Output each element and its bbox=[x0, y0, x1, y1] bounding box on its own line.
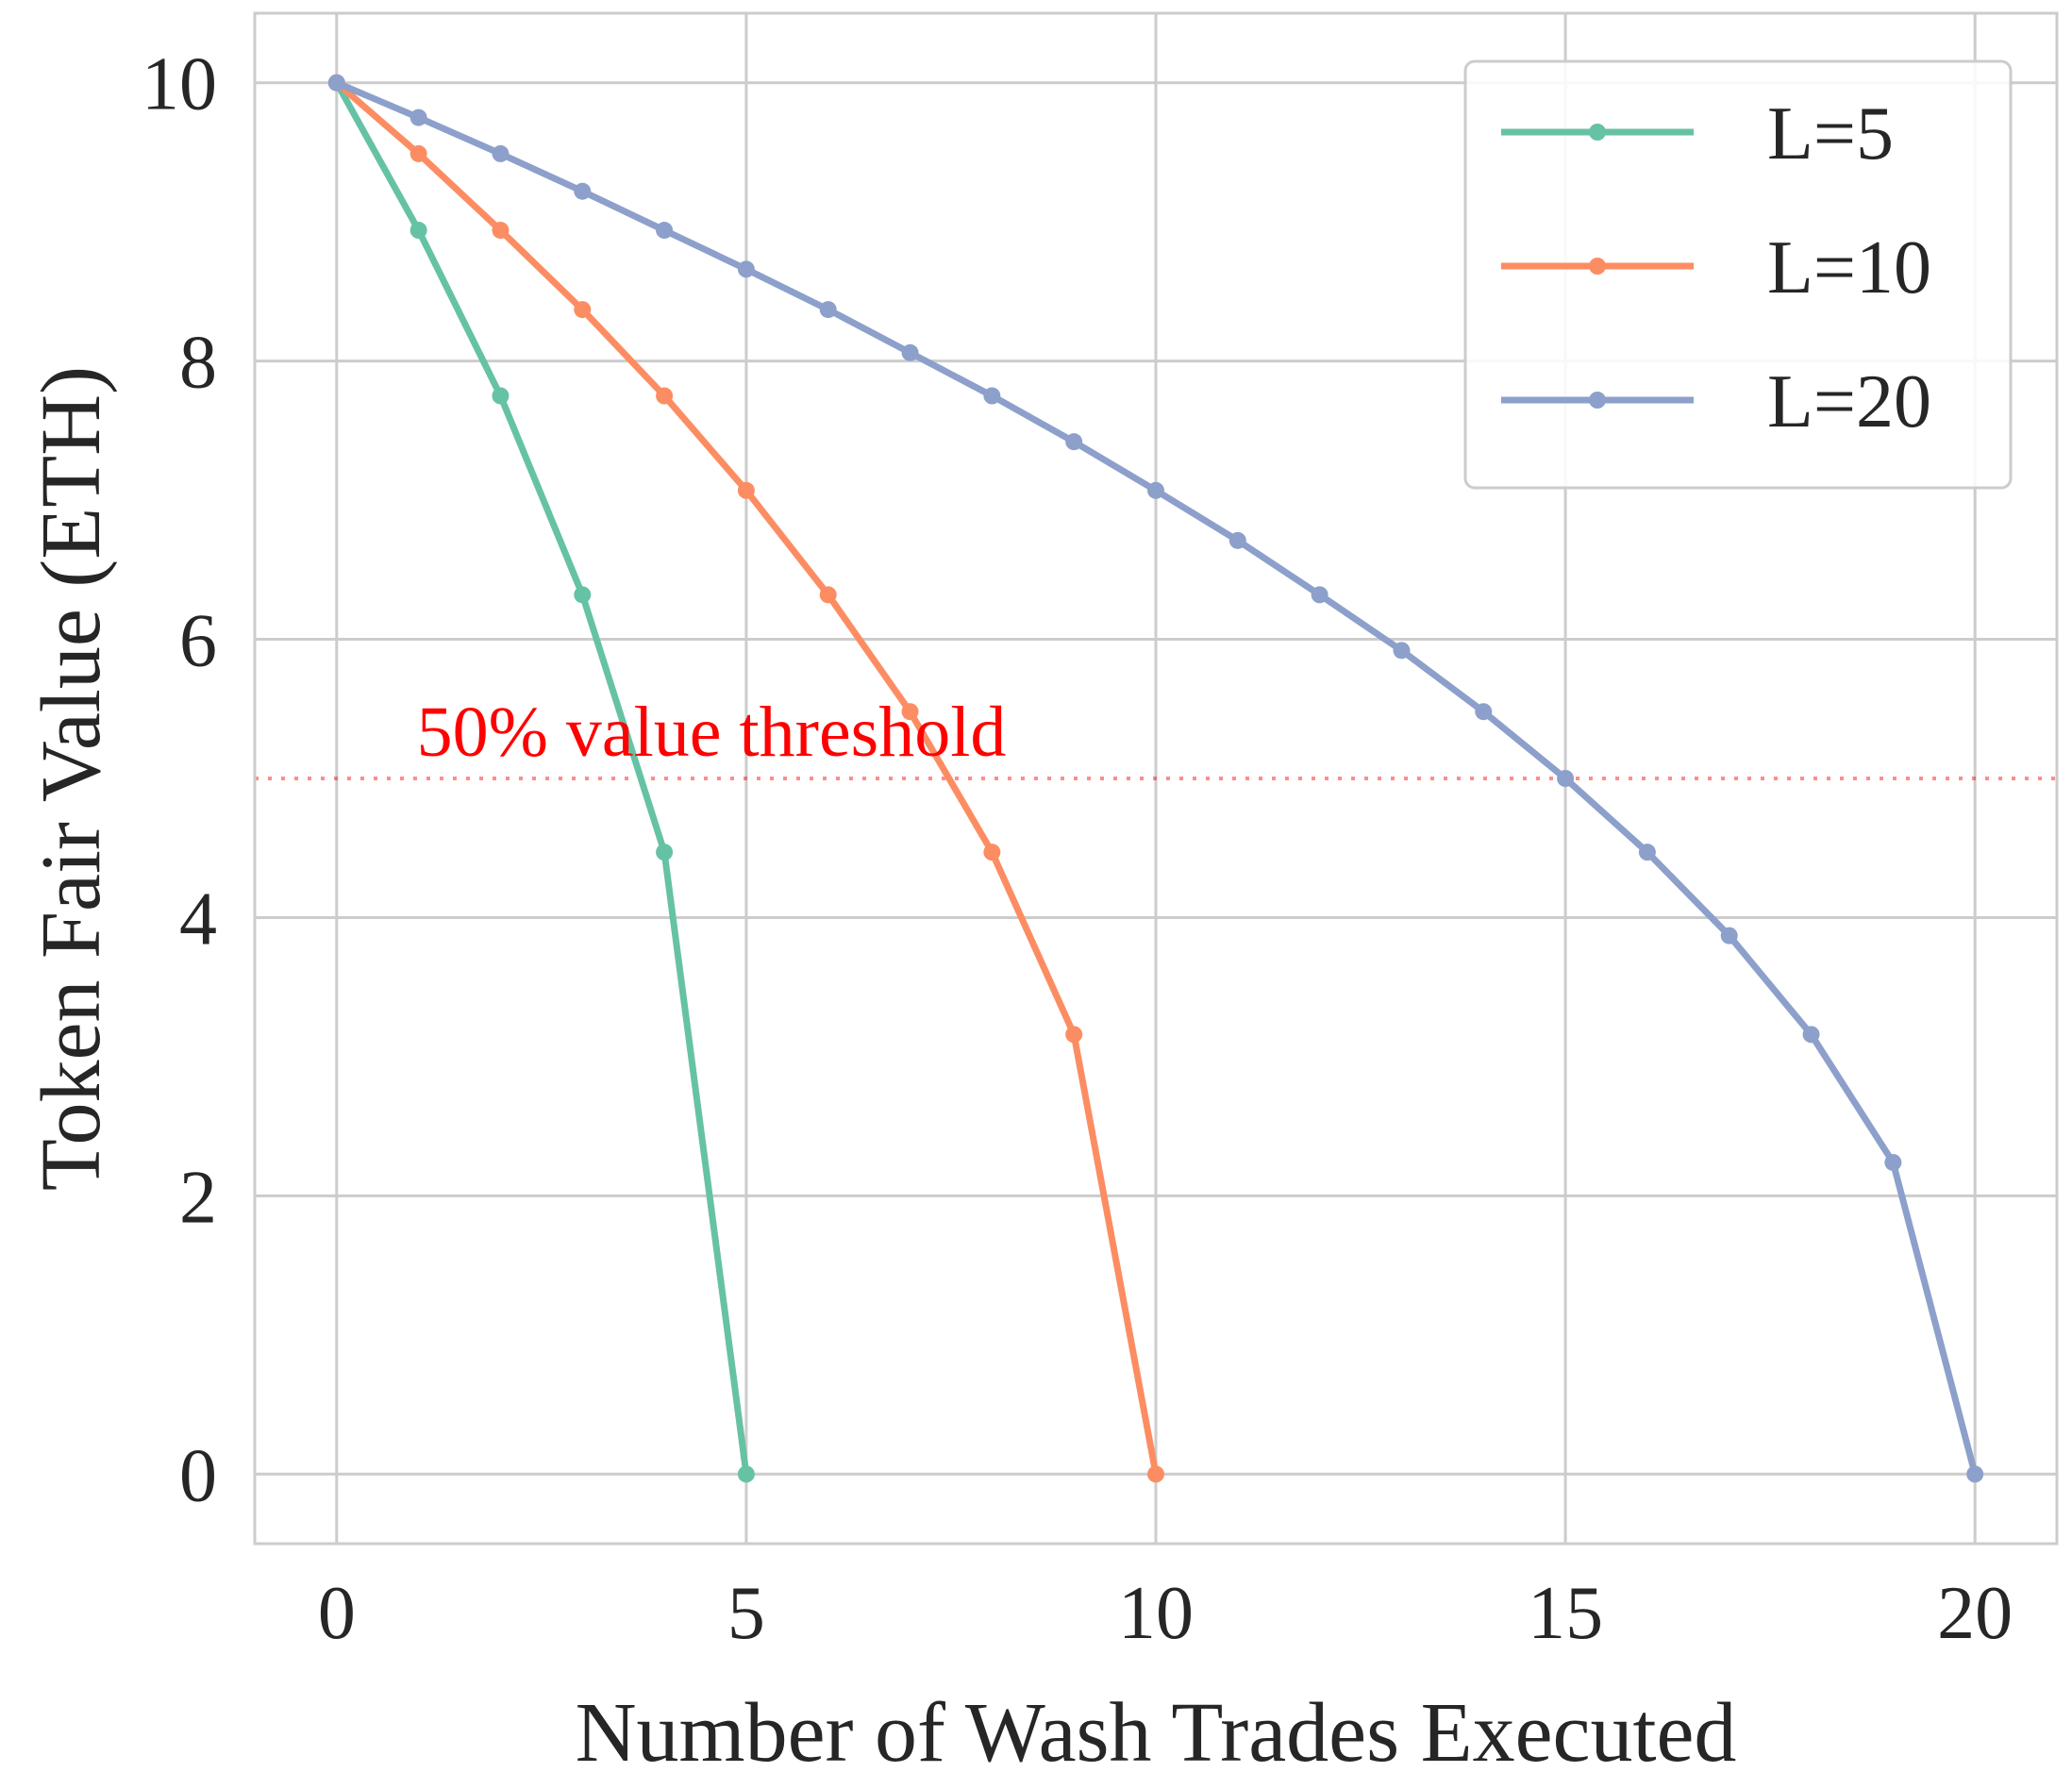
y-axis-title: Token Fair Value (ETH) bbox=[25, 366, 118, 1191]
data-point bbox=[1557, 770, 1575, 787]
data-point bbox=[409, 222, 427, 240]
data-point bbox=[1966, 1465, 1984, 1483]
data-point bbox=[1802, 1026, 1820, 1044]
data-point bbox=[574, 182, 592, 200]
x-tick-label: 10 bbox=[1118, 1572, 1194, 1655]
data-point bbox=[574, 301, 592, 319]
legend: L=5 L=10 L=20 bbox=[1463, 59, 2013, 490]
data-point bbox=[656, 844, 674, 861]
data-point bbox=[737, 481, 755, 499]
y-tick-label: 6 bbox=[179, 600, 217, 683]
data-point bbox=[492, 144, 510, 162]
data-point bbox=[1147, 1465, 1164, 1483]
legend-label: L=5 bbox=[1767, 92, 1894, 176]
data-point bbox=[819, 301, 837, 319]
data-point bbox=[983, 387, 1001, 405]
data-point bbox=[1065, 433, 1083, 451]
data-point bbox=[409, 144, 427, 162]
data-point bbox=[1311, 586, 1328, 604]
legend-box bbox=[1463, 59, 2013, 490]
y-tick-label: 2 bbox=[179, 1156, 217, 1239]
y-tick-label: 4 bbox=[179, 878, 217, 961]
threshold-label: 50% value threshold bbox=[417, 693, 1007, 772]
data-point bbox=[819, 586, 837, 604]
data-point bbox=[1720, 927, 1738, 945]
data-point bbox=[1065, 1026, 1083, 1044]
x-axis-title: Number of Wash Trades Executed bbox=[576, 1686, 1737, 1780]
data-point bbox=[737, 1465, 755, 1483]
data-point bbox=[737, 260, 755, 278]
series-line bbox=[333, 79, 750, 1478]
data-point bbox=[1147, 481, 1164, 499]
data-point bbox=[656, 387, 674, 405]
x-tick-label: 20 bbox=[1937, 1572, 2013, 1655]
legend-label: L=20 bbox=[1767, 360, 1931, 443]
x-tick-label: 15 bbox=[1528, 1572, 1603, 1655]
legend-marker bbox=[1589, 258, 1606, 275]
series-layer bbox=[327, 74, 1984, 1483]
y-tick-label: 0 bbox=[179, 1434, 217, 1517]
data-point bbox=[901, 703, 919, 721]
data-point bbox=[409, 109, 427, 126]
data-point bbox=[1228, 531, 1246, 549]
data-point bbox=[492, 387, 510, 405]
data-point bbox=[574, 586, 592, 604]
y-tick-label: 8 bbox=[179, 322, 217, 405]
series-l-20 bbox=[327, 74, 1984, 1483]
legend-label: L=10 bbox=[1767, 226, 1931, 309]
x-tick-label: 0 bbox=[318, 1572, 356, 1655]
data-point bbox=[656, 222, 674, 240]
data-point bbox=[492, 222, 510, 240]
data-point bbox=[1475, 703, 1493, 721]
legend-marker bbox=[1589, 392, 1606, 409]
data-point bbox=[327, 74, 345, 92]
data-point bbox=[1884, 1153, 1902, 1171]
data-point bbox=[1393, 642, 1411, 660]
data-point bbox=[983, 844, 1001, 861]
legend-marker bbox=[1589, 124, 1606, 141]
plot-frame bbox=[253, 11, 2059, 1546]
y-tick-label: 10 bbox=[142, 43, 217, 126]
data-point bbox=[901, 343, 919, 361]
x-tick-label: 5 bbox=[727, 1572, 765, 1655]
data-point bbox=[1638, 844, 1656, 861]
tick-layer: 0 5 10 15 20 0 2 4 6 8 10 bbox=[142, 43, 2013, 1655]
